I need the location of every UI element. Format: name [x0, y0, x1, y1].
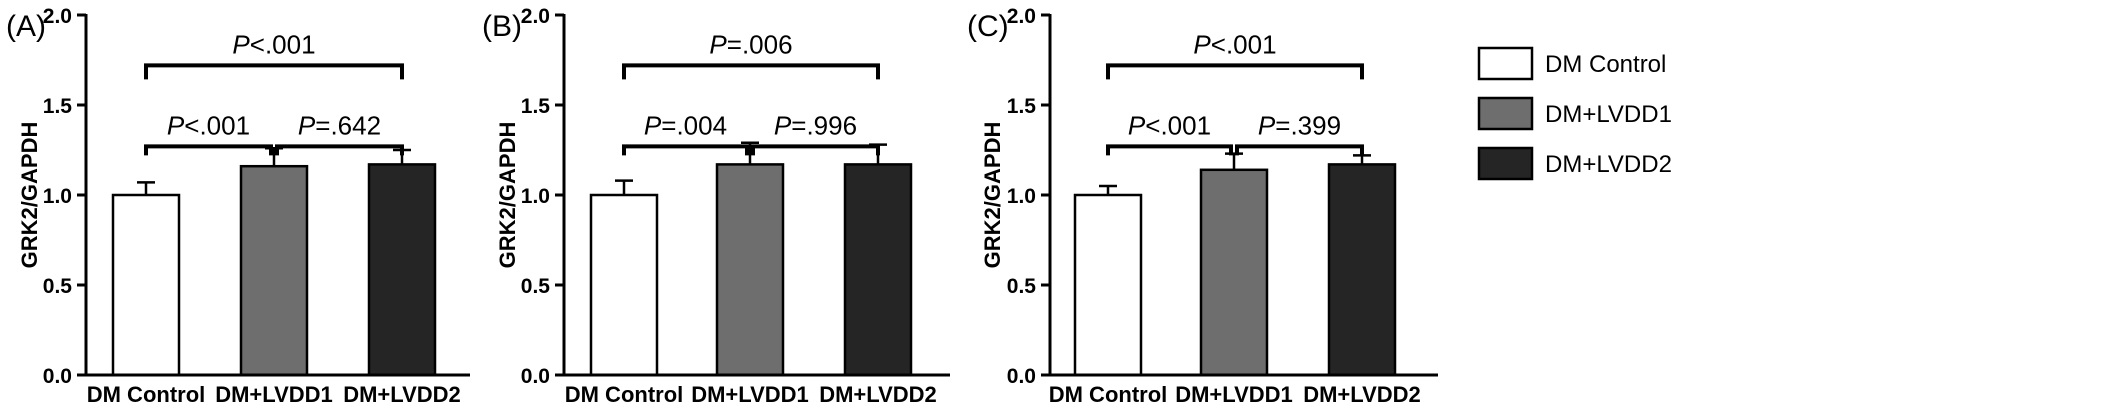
p-value-label: P=.004 — [644, 110, 727, 140]
significance-bracket — [1106, 63, 1364, 80]
bar — [1199, 168, 1269, 377]
y-tick-label: 0.5 — [521, 275, 551, 298]
bar — [1327, 163, 1397, 377]
y-axis-label: GRK2/GAPDH — [980, 122, 1005, 269]
x-tick-label: DM+LVDD1 — [215, 382, 333, 407]
chart-panel-1: (A) GRK2/GAPDH 0.0 0.5 1.0 1.5 2.0 DM Control DM… — [6, 5, 470, 407]
p-value-label: P=.006 — [709, 29, 792, 59]
panel-label: (B) — [482, 10, 522, 43]
y-tick-label: 2.0 — [1007, 5, 1036, 28]
p-value-label: P=.399 — [1258, 110, 1341, 140]
significance-bracket — [622, 63, 880, 80]
x-tick-label: DM+LVDD2 — [1303, 382, 1421, 407]
x-tick-label: DM+LVDD1 — [1175, 382, 1293, 407]
legend: DM Control DM+LVDD1 DM+LVDD2 — [1477, 46, 1672, 181]
x-tick-label: DM Control — [87, 382, 206, 407]
panel-label: (C) — [967, 10, 1009, 43]
y-tick-label: 1.0 — [43, 185, 72, 208]
legend-label: DM+LVDD2 — [1545, 151, 1672, 178]
legend-label: DM Control — [1545, 51, 1666, 78]
x-tick-label: DM Control — [1049, 382, 1168, 407]
significance-bracket — [144, 144, 273, 156]
y-tick-label: 2.0 — [43, 5, 72, 28]
y-tick-label: 0.0 — [43, 365, 72, 388]
p-value-label: P<.001 — [1193, 29, 1276, 59]
legend-label: DM+LVDD1 — [1545, 101, 1672, 128]
bar — [1073, 193, 1143, 377]
chart-panel-3: (C) GRK2/GAPDH 0.0 0.5 1.0 1.5 2.0 DM Control DM… — [967, 5, 1438, 407]
y-tick-label: 1.5 — [43, 95, 73, 118]
legend-swatch — [1477, 46, 1534, 81]
p-value-label: P=.642 — [298, 110, 381, 140]
y-tick-label: 1.0 — [1007, 185, 1036, 208]
y-tick-label: 1.5 — [1007, 95, 1037, 118]
y-tick-label: 0.0 — [521, 365, 550, 388]
panel-label: (A) — [6, 10, 46, 43]
p-value-label: P<.001 — [167, 110, 250, 140]
bar — [111, 193, 181, 377]
y-tick-label: 1.5 — [521, 95, 551, 118]
significance-bracket — [1106, 144, 1233, 156]
y-axis-label: GRK2/GAPDH — [495, 122, 520, 269]
x-tick-label: DM+LVDD1 — [691, 382, 809, 407]
legend-swatch — [1477, 96, 1534, 131]
bar — [715, 163, 785, 377]
x-tick-label: DM+LVDD2 — [343, 382, 461, 407]
bar — [367, 163, 437, 377]
significance-bracket — [1235, 144, 1364, 156]
significance-bracket — [622, 144, 749, 156]
y-tick-label: 2.0 — [521, 5, 550, 28]
y-tick-label: 0.5 — [1007, 275, 1037, 298]
significance-bracket — [751, 144, 880, 156]
significance-bracket — [275, 144, 404, 156]
legend-swatch — [1477, 146, 1534, 181]
bar — [239, 164, 309, 377]
y-axis-label: GRK2/GAPDH — [17, 122, 42, 269]
x-tick-label: DM Control — [565, 382, 684, 407]
p-value-label: P<.001 — [1128, 110, 1211, 140]
bar — [843, 163, 913, 377]
p-value-label: P=.996 — [774, 110, 857, 140]
significance-bracket — [144, 63, 404, 80]
y-tick-label: 1.0 — [521, 185, 550, 208]
bar — [589, 193, 659, 377]
y-tick-label: 0.0 — [1007, 365, 1036, 388]
y-tick-label: 0.5 — [43, 275, 73, 298]
x-tick-label: DM+LVDD2 — [819, 382, 937, 407]
p-value-label: P<.001 — [232, 29, 315, 59]
chart-panel-2: (B) GRK2/GAPDH 0.0 0.5 1.0 1.5 2.0 DM Control DM… — [482, 5, 950, 407]
